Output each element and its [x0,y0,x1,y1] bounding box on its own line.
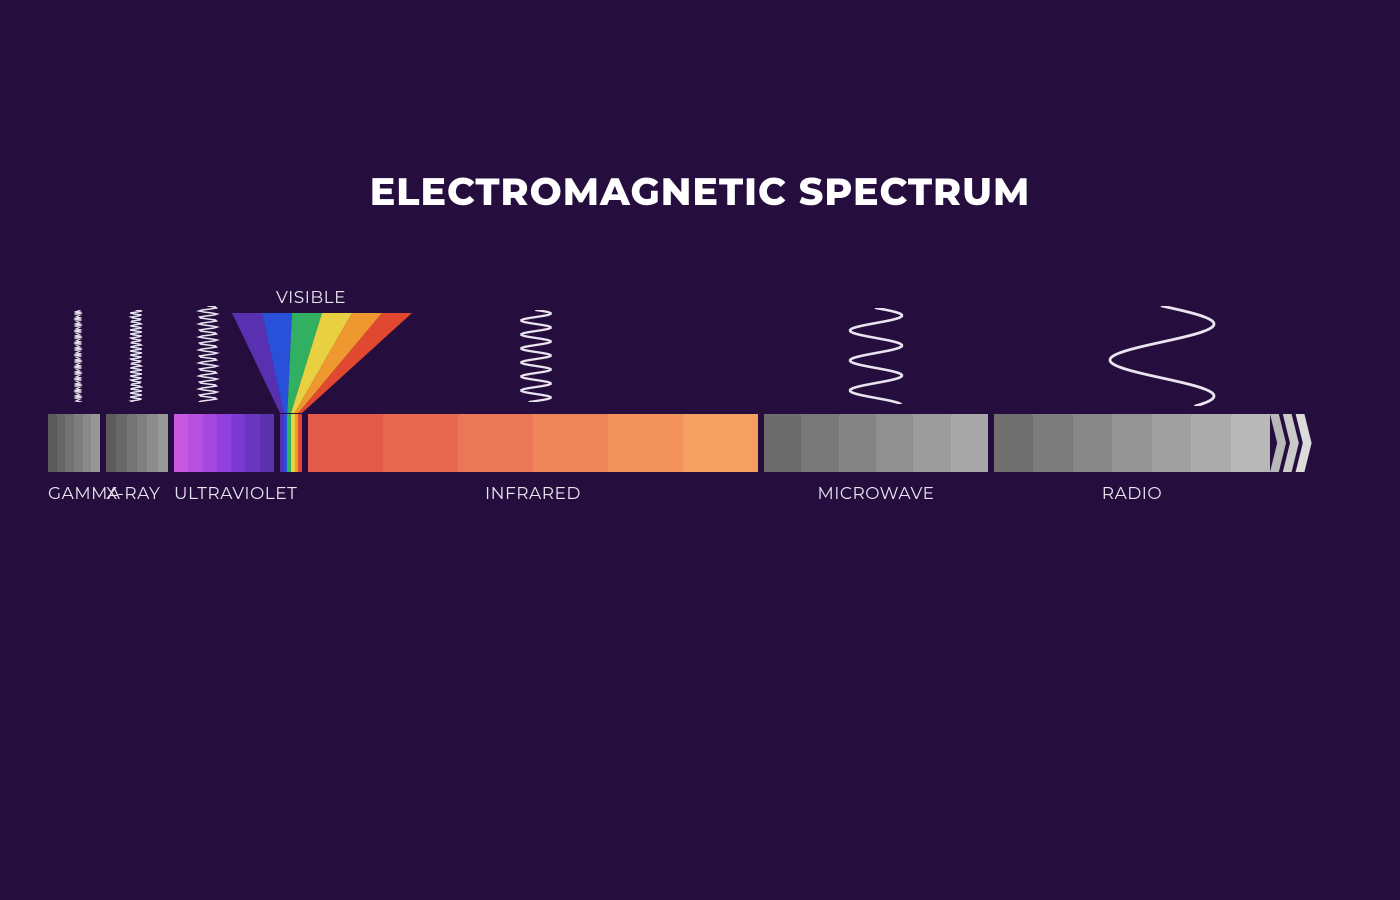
page-title: ELECTROMAGNETIC SPECTRUM [370,168,1031,215]
region-label-infrared: INFRARED [308,484,758,504]
uv-wave-icon [195,306,221,402]
region-visible [280,414,302,472]
spectrum-bar: GAMMAX-RAYULTRAVIOLET INFRAREDMICROWAVERA… [48,414,1270,472]
visible-fan [230,313,450,415]
xray-wave-icon [126,310,146,402]
region-infrared: INFRARED [308,414,758,472]
arrowheads-icon [1270,414,1346,477]
region-xray: X-RAY [106,414,168,472]
region-ultraviolet: ULTRAVIOLET [174,414,274,472]
region-radio: RADIO [994,414,1270,472]
radio-wave-icon [1102,306,1222,406]
region-label-ultraviolet: ULTRAVIOLET [174,484,274,504]
region-label-microwave: MICROWAVE [764,484,988,504]
region-label-radio: RADIO [994,484,1270,504]
region-gamma: GAMMA [48,414,100,472]
region-microwave: MICROWAVE [764,414,988,472]
microwave-wave-icon [845,308,907,404]
gamma-wave-icon [71,310,85,402]
region-label-xray: X-RAY [106,484,168,504]
infrared-wave-icon [516,310,556,402]
region-label-gamma: GAMMA [48,484,100,504]
visible-fan-label: VISIBLE [276,288,346,308]
